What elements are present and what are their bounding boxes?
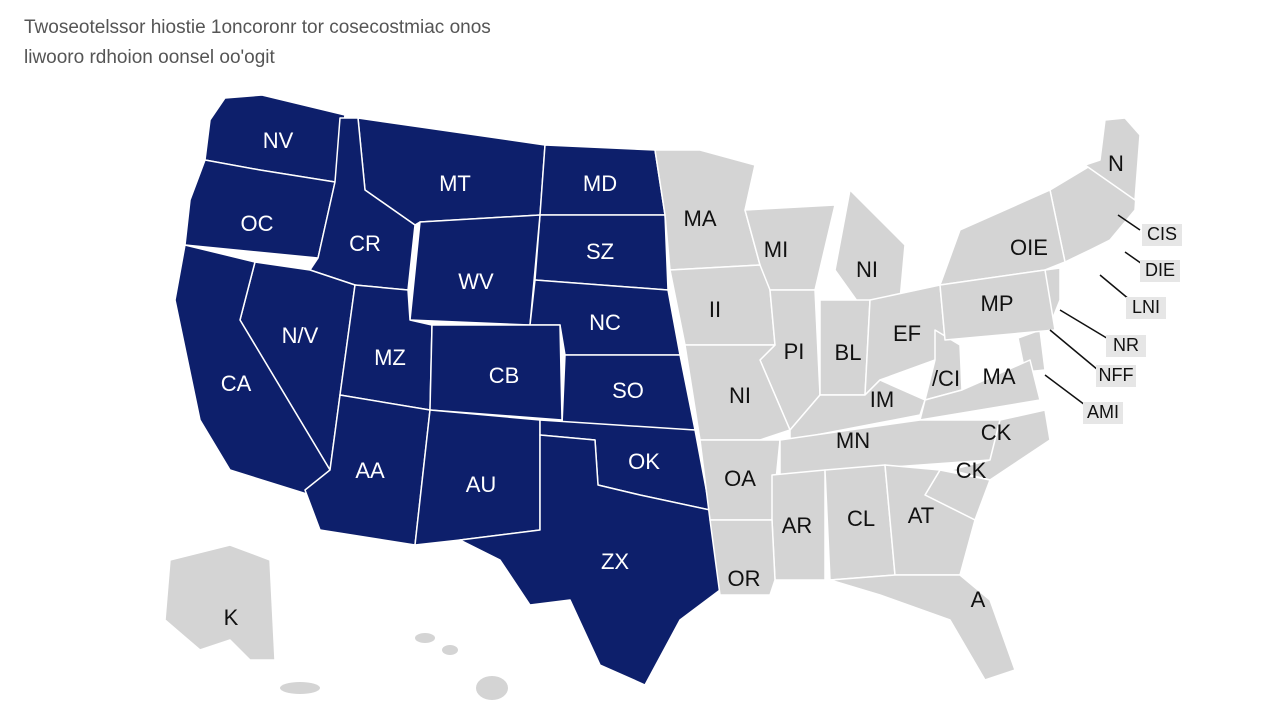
state-label: N	[1108, 151, 1124, 176]
callout-box	[1140, 260, 1180, 282]
callout-label: AMI	[1087, 402, 1119, 422]
state-shape	[164, 544, 276, 661]
state-label: OR	[728, 566, 761, 591]
callout-line	[1059, 309, 1111, 341]
highlighted-regions	[174, 94, 721, 686]
state-label: OC	[241, 211, 274, 236]
state-label: A	[971, 587, 986, 612]
callout-box	[1106, 335, 1146, 357]
state-label: /CI	[932, 366, 960, 391]
state-label: SZ	[586, 239, 614, 264]
callout-box	[1096, 365, 1136, 387]
state-label: MA	[983, 364, 1016, 389]
state-label: MT	[439, 171, 471, 196]
state-label: SO	[612, 378, 644, 403]
state-shape	[459, 434, 721, 686]
island	[415, 633, 435, 643]
state-label: MD	[583, 171, 617, 196]
state-label: AT	[908, 503, 934, 528]
state-label: IM	[870, 387, 894, 412]
island	[442, 645, 458, 655]
state-shape	[939, 189, 1066, 286]
state-label: CL	[847, 506, 875, 531]
state-shape	[919, 359, 1041, 421]
state-label: NI	[856, 257, 878, 282]
state-label: MP	[981, 291, 1014, 316]
state-shape	[771, 469, 826, 581]
state-label: CK	[981, 420, 1012, 445]
state-label: AA	[355, 458, 385, 483]
labels: NV MT MD OC CR SZ WV NC N/V MZ CB SO CA AA AU OK ZX MA MI N…	[221, 128, 1182, 630]
state-label: EF	[893, 321, 921, 346]
callout-label: CIS	[1147, 224, 1177, 244]
callout-line	[1099, 274, 1131, 301]
state-label: OA	[724, 466, 756, 491]
callout-label: DIE	[1145, 260, 1175, 280]
state-label: II	[709, 297, 721, 322]
state-label: CR	[349, 231, 381, 256]
state-label: BL	[835, 340, 862, 365]
callout-box	[1126, 297, 1166, 319]
other-regions	[164, 117, 1141, 681]
callout-line	[1044, 374, 1086, 406]
map-title: Twoseotelssor hiostie 1oncoronr tor cose…	[24, 17, 491, 38]
state-label: CA	[221, 371, 252, 396]
state-shape	[834, 189, 906, 306]
state-label: NI	[729, 383, 751, 408]
state-shape	[1084, 117, 1141, 201]
state-label: MI	[764, 237, 788, 262]
state-label: MN	[836, 428, 870, 453]
state-label: WV	[458, 269, 494, 294]
state-label: NV	[263, 128, 294, 153]
map-subtitle: liwooro rdhoion oonsel oo'ogit	[24, 47, 276, 68]
state-label: AU	[466, 472, 497, 497]
island	[476, 676, 508, 700]
state-shape	[829, 574, 1016, 681]
state-shape	[709, 519, 776, 596]
state-shape	[669, 264, 776, 346]
state-label: MA	[684, 206, 717, 231]
state-label: ZX	[601, 549, 629, 574]
state-label: MZ	[374, 345, 406, 370]
state-label: OK	[628, 449, 660, 474]
island	[280, 682, 320, 694]
state-label: CB	[489, 363, 520, 388]
callout-box	[1142, 224, 1182, 246]
callout-line	[1049, 329, 1099, 371]
state-shape	[939, 269, 1056, 341]
state-label: CK	[956, 458, 987, 483]
state-label: OIE	[1010, 235, 1048, 260]
state-label: N/V	[282, 323, 319, 348]
state-label: K	[224, 605, 239, 630]
state-label: AR	[782, 513, 813, 538]
callout-line	[1117, 214, 1141, 231]
state-label: PI	[784, 339, 805, 364]
state-label: NC	[589, 310, 621, 335]
callout-label: NFF	[1099, 365, 1134, 385]
callout-box	[1083, 402, 1123, 424]
callout-label: NR	[1113, 335, 1139, 355]
callout-label: LNI	[1132, 297, 1160, 317]
